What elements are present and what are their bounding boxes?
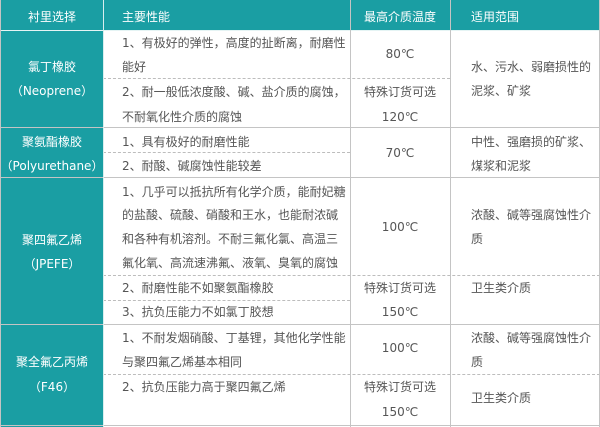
table-bottom [0, 425, 600, 426]
range-line: 卫生类介质 [471, 281, 532, 295]
range-line: 浓酸、碱等强腐蚀性介 [471, 331, 592, 345]
performance-line: 不耐氧化性介质的腐蚀 [122, 110, 243, 124]
lining-name: 聚全氟乙丙烯 [15, 355, 89, 369]
performance-line: 1、几乎可以抵抗所有化学介质，能耐妃糖 [122, 185, 346, 199]
lining-name: 聚四氟乙烯 [21, 233, 83, 247]
lining-name-en: （Neoprene） [10, 84, 94, 98]
performance-line: 氟化氧、高流速沸氟、液氧、臭氧的腐蚀 [122, 256, 339, 270]
max-temp: 100℃ [381, 341, 419, 355]
performance-line: 1、具有极好的耐磨性能 [122, 135, 250, 149]
header-performance: 主要性能 [122, 10, 171, 24]
max-temp: 特殊订货可选 [363, 281, 437, 295]
max-temp: 120℃ [381, 110, 419, 124]
header-range: 适用范围 [471, 10, 520, 24]
table-left [0, 0, 1, 427]
header-max-temp: 最高介质温度 [363, 10, 437, 24]
max-temp: 150℃ [381, 405, 419, 419]
range-line: 水、污水、弱磨损性的 [471, 60, 592, 74]
lining-name: 氯丁橡胶 [27, 60, 77, 74]
range-line: 煤浆和泥浆 [471, 159, 532, 173]
sub-divider [103, 152, 350, 153]
lining-name-en: （JPEFE） [23, 257, 81, 271]
performance-line: 能好 [122, 60, 147, 74]
max-temp: 80℃ [385, 47, 415, 61]
header-row [0, 0, 600, 30]
col-divider [450, 0, 451, 427]
range-line: 卫生类介质 [471, 391, 532, 405]
range-line: 泥浆、矿浆 [471, 84, 532, 98]
performance-line: 3、抗负压能力不如氯丁胶想 [122, 305, 274, 319]
col-divider [103, 0, 104, 427]
range-line: 质 [471, 232, 484, 246]
lining-name-en: （F46） [28, 380, 76, 394]
performance-line: 与聚四氟乙烯基本相同 [122, 355, 243, 369]
lining-name: 聚氨酯橡胶 [21, 135, 83, 149]
max-temp: 特殊订货可选 [363, 380, 437, 394]
performance-line: 和各种有机溶剂。不耐三氟化氯、高温三 [122, 232, 339, 246]
sub-divider [103, 300, 350, 301]
performance-line: 2、抗负压能力高于聚四氟乙烯 [122, 380, 286, 394]
sub-divider [103, 275, 600, 276]
max-temp: 70℃ [385, 146, 415, 160]
row-divider [0, 324, 600, 325]
max-temp: 150℃ [381, 305, 419, 319]
lining-column [0, 30, 103, 427]
header-divider [0, 30, 600, 31]
performance-line: 的盐酸、硫酸、硝酸和王水，也能耐浓碱 [122, 208, 339, 222]
row-divider [0, 127, 600, 128]
performance-line: 2、耐酸、碱腐蚀性能较差 [122, 159, 262, 173]
row-divider [0, 177, 600, 178]
max-temp: 特殊订货可选 [363, 85, 437, 99]
lining-name-en: （Polyurethane） [0, 159, 104, 173]
range-line: 质 [471, 355, 484, 369]
col-divider [350, 0, 351, 427]
sub-divider [103, 374, 600, 375]
performance-line: 1、有极好的弹性，高度的扯断离，耐磨性 [122, 36, 346, 50]
performance-line: 2、耐一般低浓度酸、碱、盐介质的腐蚀， [122, 85, 346, 99]
performance-line: 1、不耐发烟硝酸、丁基锂，其他化学性能 [122, 331, 346, 345]
sub-divider [103, 78, 450, 79]
range-line: 浓酸、碱等强腐蚀性介 [471, 208, 592, 222]
max-temp: 100℃ [381, 220, 419, 234]
header-lining: 衬里选择 [27, 10, 77, 24]
range-line: 中性、强磨损的矿浆、 [471, 135, 592, 149]
performance-line: 2、耐磨性能不如聚氨酯橡胶 [122, 281, 274, 295]
